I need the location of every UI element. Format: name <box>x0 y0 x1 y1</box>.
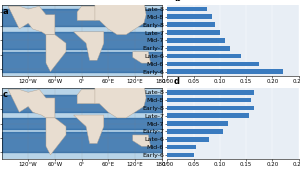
Text: b: b <box>174 0 180 3</box>
Polygon shape <box>95 84 146 118</box>
Bar <box>167 106 254 110</box>
Polygon shape <box>74 32 104 60</box>
Polygon shape <box>8 89 55 118</box>
Text: d: d <box>174 77 180 86</box>
Bar <box>167 113 249 118</box>
Polygon shape <box>46 35 66 72</box>
Polygon shape <box>77 89 99 104</box>
Polygon shape <box>133 135 151 146</box>
Bar <box>167 129 223 134</box>
Bar <box>167 98 251 102</box>
Bar <box>167 121 228 126</box>
Bar <box>167 153 194 157</box>
Text: c: c <box>3 90 8 99</box>
Polygon shape <box>95 1 146 35</box>
Bar <box>167 30 220 35</box>
Polygon shape <box>46 118 66 155</box>
Bar <box>167 62 259 66</box>
Bar <box>167 145 196 149</box>
Bar <box>167 46 230 51</box>
Bar <box>167 90 254 95</box>
Polygon shape <box>77 6 99 20</box>
Bar <box>167 69 283 74</box>
Polygon shape <box>133 52 151 63</box>
Polygon shape <box>74 115 104 143</box>
Bar <box>167 7 207 11</box>
Bar <box>167 22 214 27</box>
Bar <box>167 38 225 43</box>
Text: a: a <box>3 7 9 16</box>
Bar <box>167 54 241 58</box>
Bar <box>167 15 212 19</box>
Bar <box>167 137 209 142</box>
Polygon shape <box>8 6 55 35</box>
